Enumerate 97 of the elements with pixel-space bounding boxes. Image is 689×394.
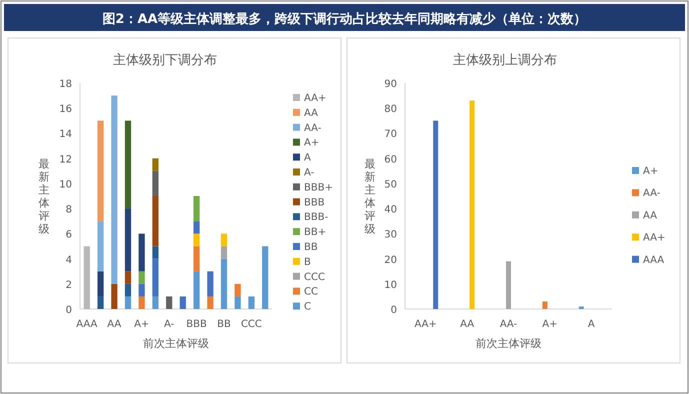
x-tick-label: A bbox=[588, 319, 595, 330]
bar bbox=[234, 284, 241, 296]
bar bbox=[84, 246, 90, 309]
bar bbox=[152, 296, 159, 309]
bar bbox=[207, 296, 214, 309]
bar bbox=[97, 221, 104, 272]
bar bbox=[111, 96, 118, 284]
x-tick-label: A+ bbox=[542, 319, 558, 330]
x-tick-label: AA- bbox=[500, 319, 518, 330]
bar bbox=[152, 196, 159, 246]
x-tick-label: A+ bbox=[134, 319, 150, 330]
y-tick-label: 30 bbox=[384, 230, 397, 241]
bar bbox=[138, 234, 145, 272]
y-tick-label: 40 bbox=[384, 204, 397, 216]
bar bbox=[124, 120, 132, 209]
bar bbox=[124, 284, 132, 296]
legend-label: AA bbox=[643, 210, 658, 222]
bar bbox=[193, 271, 200, 309]
y-tick-label: 10 bbox=[59, 179, 72, 190]
bar bbox=[124, 296, 132, 309]
y-tick-label: 6 bbox=[66, 230, 72, 241]
legend-label: AA- bbox=[643, 188, 661, 200]
legend-label: A bbox=[304, 152, 311, 164]
bar bbox=[138, 296, 145, 309]
y-tick-label: 20 bbox=[384, 254, 397, 266]
legend-label: BB bbox=[304, 242, 318, 253]
x-tick-label: CCC bbox=[240, 319, 262, 330]
y-tick-label: 60 bbox=[384, 154, 397, 166]
bar bbox=[97, 296, 104, 309]
y-tick-label: 2 bbox=[66, 280, 72, 291]
legend-label: AAA bbox=[643, 254, 664, 266]
bar bbox=[97, 120, 104, 222]
legend-label: AA- bbox=[304, 122, 322, 134]
bar bbox=[248, 296, 255, 309]
y-tick-label: 70 bbox=[384, 129, 397, 140]
bar bbox=[207, 271, 214, 296]
legend-label: A- bbox=[304, 168, 315, 178]
bar bbox=[124, 208, 132, 272]
y-axis-title: 最新主体评级 bbox=[364, 158, 376, 236]
legend-label: AA+ bbox=[643, 232, 666, 244]
x-tick-label: BB bbox=[217, 319, 231, 330]
bar bbox=[97, 271, 104, 296]
x-tick-label: BBB bbox=[186, 319, 207, 330]
x-tick-label: AA bbox=[107, 319, 122, 330]
y-tick-label: 4 bbox=[66, 254, 72, 266]
x-tick-label: AAA bbox=[76, 319, 98, 330]
bar bbox=[193, 246, 200, 272]
y-tick-label: 0 bbox=[66, 305, 72, 316]
y-tick-label: 8 bbox=[66, 204, 72, 216]
bar bbox=[152, 158, 159, 171]
legend-label: B bbox=[304, 256, 311, 268]
legend-label: CCC bbox=[304, 272, 325, 283]
legend-label: BB+ bbox=[304, 227, 326, 238]
bar bbox=[138, 271, 145, 284]
x-axis-title: 前次主体评级 bbox=[476, 337, 542, 350]
y-tick-label: 12 bbox=[59, 154, 72, 166]
legend-label: BBB+ bbox=[304, 182, 333, 194]
bar bbox=[234, 296, 241, 309]
y-tick-label: 18 bbox=[59, 79, 72, 90]
y-tick-label: 10 bbox=[384, 280, 397, 291]
y-tick-label: 0 bbox=[390, 305, 397, 316]
bar bbox=[138, 284, 145, 296]
legend-label: CC bbox=[304, 286, 318, 298]
bar bbox=[220, 258, 228, 309]
bar bbox=[111, 284, 118, 309]
caption: 图2：AA等级主体调整最多，跨级下调行动占比较去年同期略有减少（单位：次数） bbox=[102, 11, 587, 27]
y-tick-label: 90 bbox=[384, 79, 397, 90]
bar bbox=[220, 234, 228, 246]
x-tick-label: A- bbox=[164, 319, 175, 330]
bar bbox=[193, 221, 200, 234]
y-tick-label: 14 bbox=[59, 129, 72, 140]
x-tick-label: AA+ bbox=[414, 319, 437, 330]
legend-label: C bbox=[304, 302, 311, 313]
bar bbox=[152, 170, 159, 196]
legend-label: A+ bbox=[643, 166, 658, 177]
legend-label: AA bbox=[304, 108, 318, 119]
x-tick-label: AA bbox=[460, 319, 474, 330]
legend-label: AA+ bbox=[304, 93, 326, 104]
legend-label: BBB- bbox=[304, 212, 329, 224]
bar bbox=[152, 246, 159, 259]
bar bbox=[193, 234, 200, 246]
y-axis-title: 最新主体评级 bbox=[38, 158, 50, 236]
bar bbox=[180, 296, 186, 309]
y-tick-label: 16 bbox=[59, 104, 72, 116]
bar bbox=[166, 296, 172, 309]
bar bbox=[193, 196, 200, 222]
bar bbox=[152, 258, 159, 296]
x-axis-title: 前次主体评级 bbox=[143, 337, 209, 350]
bar bbox=[220, 246, 228, 259]
legend-label: BBB bbox=[304, 197, 325, 208]
bar bbox=[124, 271, 132, 284]
chart-title: 主体级别上调分布 bbox=[453, 52, 557, 68]
y-tick-label: 50 bbox=[384, 179, 397, 190]
chart-title: 主体级别下调分布 bbox=[113, 52, 217, 68]
legend-label: A+ bbox=[304, 138, 320, 149]
y-tick-label: 80 bbox=[384, 104, 397, 116]
bar bbox=[262, 246, 268, 309]
